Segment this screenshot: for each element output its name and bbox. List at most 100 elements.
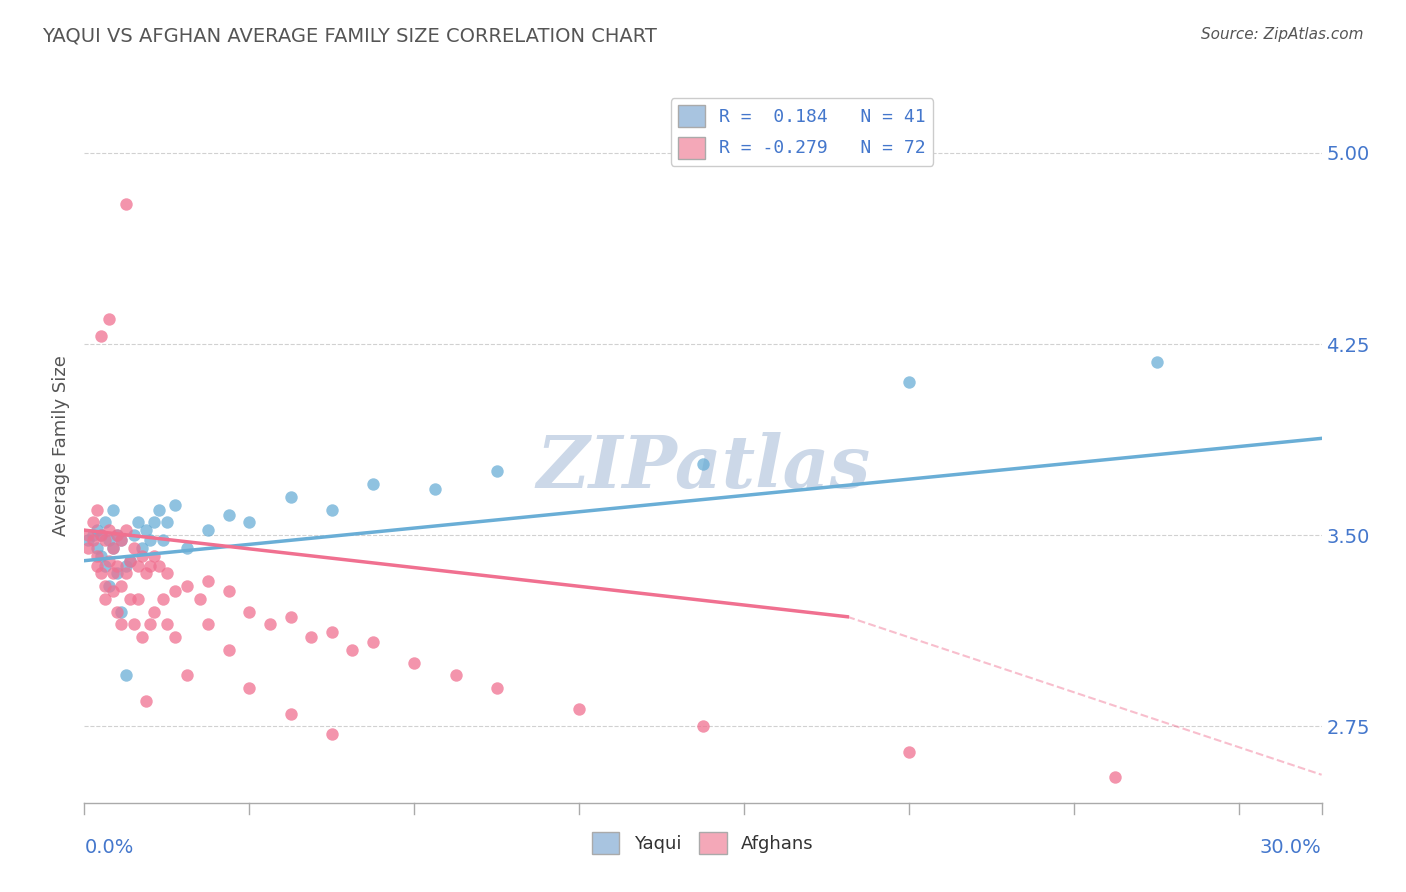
Point <box>98 554 121 568</box>
Point <box>94 516 117 530</box>
Point <box>692 457 714 471</box>
Point <box>176 541 198 555</box>
Point <box>139 617 162 632</box>
Point <box>122 617 145 632</box>
Point <box>176 579 198 593</box>
Legend: Yaqui, Afghans: Yaqui, Afghans <box>585 825 821 862</box>
Point <box>280 490 302 504</box>
Point <box>82 533 104 548</box>
Point <box>122 528 145 542</box>
Point <box>98 533 121 548</box>
Text: Source: ZipAtlas.com: Source: ZipAtlas.com <box>1201 27 1364 42</box>
Point <box>444 668 467 682</box>
Point <box>152 533 174 548</box>
Point <box>485 465 508 479</box>
Point <box>86 502 108 516</box>
Point <box>90 528 112 542</box>
Point <box>321 727 343 741</box>
Point <box>197 574 219 588</box>
Point <box>90 329 112 343</box>
Point <box>131 630 153 644</box>
Point <box>114 523 136 537</box>
Point <box>77 541 100 555</box>
Point <box>1104 770 1126 784</box>
Point <box>118 554 141 568</box>
Point <box>152 591 174 606</box>
Point <box>105 558 128 573</box>
Point <box>898 745 921 759</box>
Point <box>131 541 153 555</box>
Point <box>118 554 141 568</box>
Point <box>259 617 281 632</box>
Point <box>361 635 384 649</box>
Point <box>139 558 162 573</box>
Point <box>94 591 117 606</box>
Point <box>131 549 153 563</box>
Point <box>148 558 170 573</box>
Point <box>361 477 384 491</box>
Point <box>135 523 157 537</box>
Point <box>165 584 187 599</box>
Point <box>342 643 364 657</box>
Point <box>139 533 162 548</box>
Point <box>321 502 343 516</box>
Point <box>86 558 108 573</box>
Y-axis label: Average Family Size: Average Family Size <box>52 356 70 536</box>
Point <box>118 591 141 606</box>
Point <box>135 566 157 581</box>
Point <box>90 528 112 542</box>
Point <box>156 617 179 632</box>
Point <box>692 719 714 733</box>
Point <box>165 498 187 512</box>
Point <box>156 566 179 581</box>
Point <box>94 533 117 548</box>
Point <box>148 502 170 516</box>
Point <box>110 605 132 619</box>
Point <box>110 617 132 632</box>
Point <box>94 579 117 593</box>
Point <box>135 694 157 708</box>
Point <box>143 605 166 619</box>
Point <box>86 541 108 555</box>
Point <box>280 609 302 624</box>
Point <box>114 558 136 573</box>
Point <box>105 528 128 542</box>
Point <box>103 541 125 555</box>
Point <box>110 533 132 548</box>
Point <box>299 630 322 644</box>
Point <box>238 516 260 530</box>
Point <box>103 566 125 581</box>
Point <box>238 681 260 695</box>
Point <box>197 617 219 632</box>
Point <box>110 533 132 548</box>
Point <box>188 591 211 606</box>
Point <box>98 311 121 326</box>
Text: YAQUI VS AFGHAN AVERAGE FAMILY SIZE CORRELATION CHART: YAQUI VS AFGHAN AVERAGE FAMILY SIZE CORR… <box>42 27 657 45</box>
Point <box>98 579 121 593</box>
Text: 0.0%: 0.0% <box>84 838 134 857</box>
Point <box>280 706 302 721</box>
Point <box>404 656 426 670</box>
Point <box>156 516 179 530</box>
Point <box>77 533 100 548</box>
Point <box>197 523 219 537</box>
Point <box>77 528 100 542</box>
Text: 30.0%: 30.0% <box>1260 838 1322 857</box>
Point <box>218 508 240 522</box>
Point <box>90 566 112 581</box>
Point <box>218 584 240 599</box>
Point <box>105 566 128 581</box>
Point <box>1146 355 1168 369</box>
Point <box>321 625 343 640</box>
Point <box>82 528 104 542</box>
Point <box>90 549 112 563</box>
Text: ZIPatlas: ZIPatlas <box>536 432 870 503</box>
Point <box>238 605 260 619</box>
Point <box>103 502 125 516</box>
Point <box>86 549 108 563</box>
Point <box>94 558 117 573</box>
Point <box>898 376 921 390</box>
Point <box>423 483 446 497</box>
Point <box>127 591 149 606</box>
Point <box>143 516 166 530</box>
